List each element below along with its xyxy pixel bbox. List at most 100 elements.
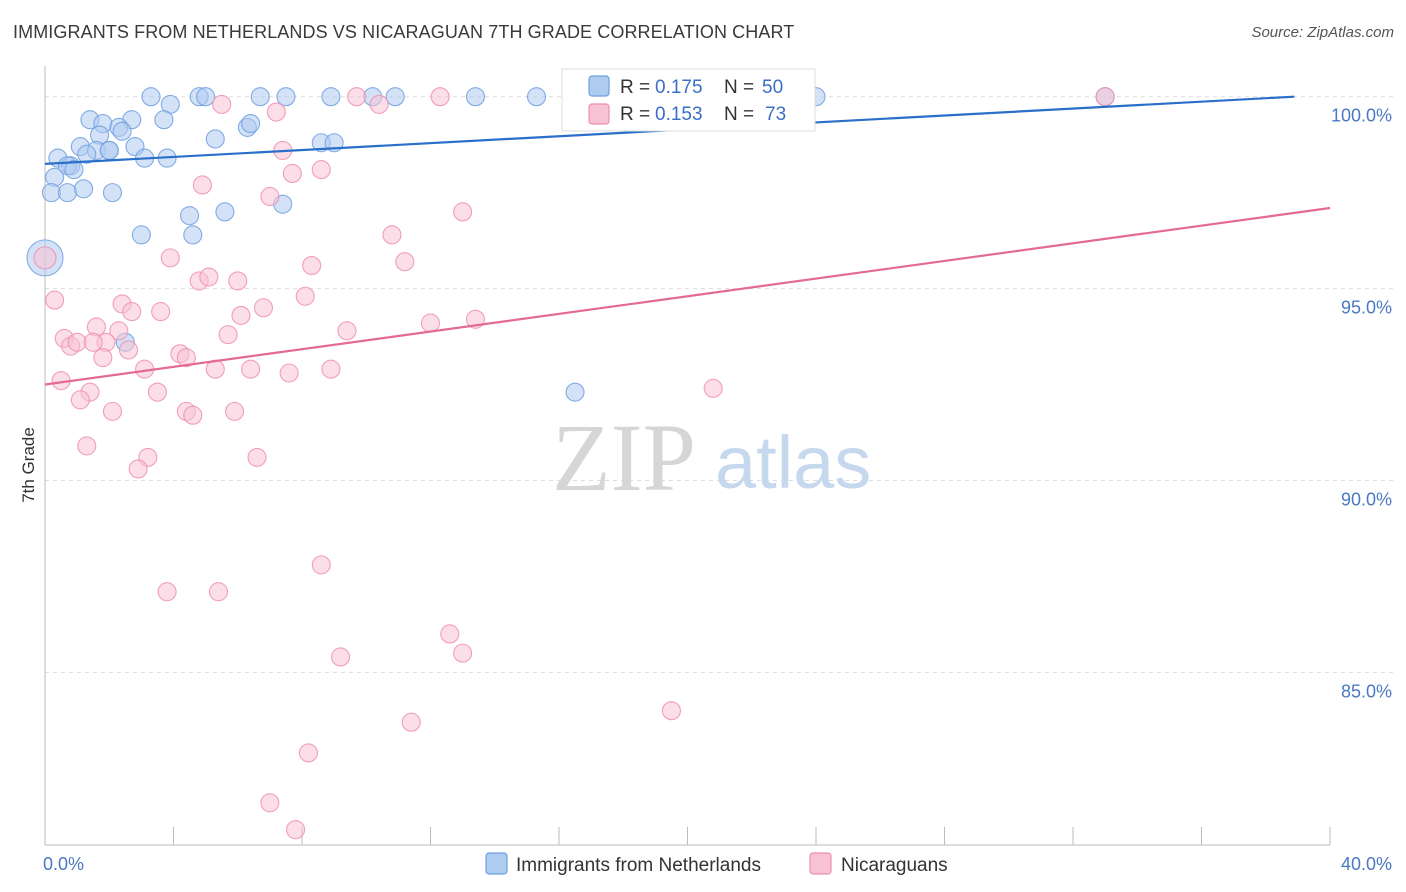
nicaraguan-point-9 <box>282 163 302 183</box>
nicaraguan-point-46 <box>321 359 341 379</box>
nicaraguan-point-66 <box>661 701 681 721</box>
nicaraguan-point-17 <box>302 255 322 276</box>
chart-title: IMMIGRANTS FROM NETHERLANDS VS NICARAGUA… <box>13 22 795 42</box>
nicaraguan-point-62 <box>208 582 229 602</box>
nicaraguan-point-14 <box>382 225 402 245</box>
legend-n-label-2: N = <box>724 104 754 125</box>
watermark: ZIP atlas <box>552 404 871 511</box>
nicaraguan-point-38 <box>118 340 139 360</box>
nicaraguan-point-60 <box>311 555 331 575</box>
nicaraguan-point-45 <box>279 363 299 383</box>
nicaraguan-point-40 <box>176 348 196 368</box>
legend-swatch-pink <box>588 103 610 125</box>
netherlands-point-9 <box>526 87 547 107</box>
netherlands-point-1 <box>141 87 161 107</box>
nicaraguan-point-22 <box>295 286 315 306</box>
netherlands-point-49 <box>565 382 585 402</box>
nicaraguan-point-29 <box>109 321 129 341</box>
y-tick-labels: 100.0% 95.0% 90.0% 85.0% <box>1331 106 1392 702</box>
netherlands-point-2 <box>196 87 216 107</box>
nicaraguan-point-67 <box>401 712 421 732</box>
bottom-legend-label-blue: Immigrants from Netherlands <box>516 855 761 876</box>
bottom-legend: Immigrants from Netherlands Nicaraguans <box>485 852 948 876</box>
y-tick-label-2: 90.0% <box>1341 489 1392 509</box>
netherlands-point-31 <box>77 144 97 164</box>
nicaraguan-point-44 <box>241 359 261 379</box>
netherlands-point-44 <box>215 202 235 222</box>
bottom-legend-swatch-pink <box>809 852 832 875</box>
nicaraguan-point-54 <box>183 405 203 425</box>
legend-r-value-1: 0.175 <box>655 77 703 98</box>
y-tick-label-0: 100.0% <box>1331 106 1392 126</box>
nicaraguan-point-11 <box>192 175 212 195</box>
nicaraguan-point-41 <box>93 348 113 368</box>
nicaraguan-point-55 <box>224 401 245 421</box>
nicaraguan-point-21 <box>199 267 219 287</box>
netherlands-point-20 <box>90 125 110 145</box>
netherlands-point-8 <box>465 87 486 107</box>
nicaraguan-point-71 <box>33 246 57 270</box>
netherlands-point-45 <box>131 225 151 245</box>
nicaraguan-point-61 <box>157 582 177 602</box>
nicaraguan-point-58 <box>247 447 267 467</box>
netherlands-point-28 <box>99 140 119 160</box>
nicaraguan-point-13 <box>453 202 473 222</box>
nicaraguan-point-18 <box>45 290 65 310</box>
legend-r-value-2: 0.153 <box>655 104 703 125</box>
nicaraguan-point-28 <box>86 317 106 337</box>
nicaraguan-point-72 <box>83 332 103 352</box>
netherlands-point-4 <box>276 87 296 107</box>
nicaraguan-point-64 <box>453 643 473 663</box>
netherlands-point-15 <box>154 110 174 130</box>
nicaraguan-point-68 <box>298 743 318 763</box>
nicaraguan-trend-line <box>44 206 1331 386</box>
nicaraguan-point-27 <box>253 298 274 318</box>
nicaraguan-point-3 <box>369 94 389 114</box>
nicaraguan-point-65 <box>330 647 351 667</box>
legend-n-label-1: N = <box>724 77 754 98</box>
nicaraguan-point-31 <box>420 313 441 333</box>
x-tick-labels: 0.0% 40.0% <box>43 854 1392 874</box>
nicaraguan-point-4 <box>430 87 450 107</box>
legend-n-value-1: 50 <box>762 77 783 98</box>
netherlands-point-21 <box>112 121 132 141</box>
watermark-zip: ZIP <box>552 404 696 511</box>
nicaraguan-point-70 <box>286 820 306 840</box>
nicaraguan-point-10 <box>311 160 331 180</box>
nicaraguan-point-16 <box>395 252 415 272</box>
top-legend: R = 0.175 N = 50 R = 0.153 N = 73 <box>561 68 816 132</box>
nicaraguan-point-26 <box>231 305 251 325</box>
netherlands-point-46 <box>183 225 203 245</box>
watermark-atlas: atlas <box>715 421 871 504</box>
netherlands-point-43 <box>180 206 200 226</box>
bottom-legend-label-pink: Nicaraguans <box>841 855 948 876</box>
trend-lines <box>44 95 1331 386</box>
source-label: Source: ZipAtlas.com <box>1251 24 1394 41</box>
nicaraguan-point-15 <box>160 248 180 268</box>
nicaraguan-point-69 <box>260 793 280 813</box>
nicaraguan-point-24 <box>122 302 142 322</box>
netherlands-point-39 <box>57 183 78 203</box>
nicaraguan-point-49 <box>147 382 167 402</box>
y-tick-label-1: 95.0% <box>1341 298 1392 318</box>
netherlands-point-41 <box>102 183 123 203</box>
nicaraguan-point-12 <box>260 186 280 207</box>
nicaraguan-point-36 <box>67 332 87 352</box>
nicaraguan-point-63 <box>440 624 460 644</box>
netherlands-point-38 <box>41 183 61 203</box>
legend-r-label-1: R = <box>620 77 650 98</box>
nicaraguan-point-51 <box>70 390 90 410</box>
x-tick-label-left: 0.0% <box>43 854 84 874</box>
data-points <box>26 87 1115 840</box>
nicaraguan-point-50 <box>703 378 723 398</box>
bottom-legend-swatch-blue <box>485 852 508 875</box>
nicaraguan-point-0 <box>212 94 232 114</box>
netherlands-point-3 <box>250 87 270 107</box>
nicaraguan-point-33 <box>218 325 238 345</box>
netherlands-point-7 <box>385 87 405 107</box>
netherlands-point-22 <box>205 129 225 149</box>
legend-r-label-2: R = <box>620 104 650 125</box>
nicaraguan-point-56 <box>77 436 97 456</box>
nicaraguan-point-2 <box>347 87 367 107</box>
